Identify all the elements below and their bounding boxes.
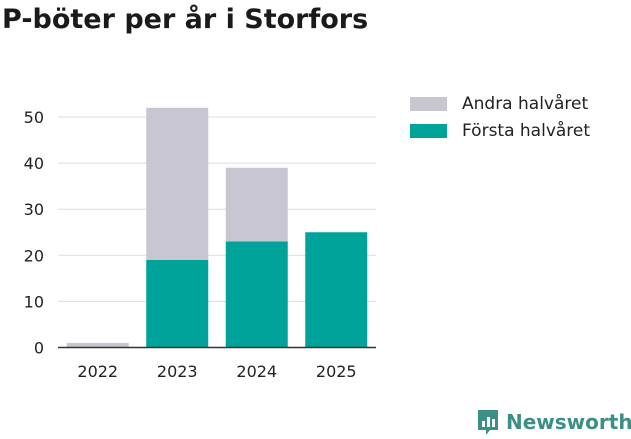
legend-swatch-andra — [410, 96, 447, 111]
legend-item-andra: Andra halvåret — [410, 90, 590, 117]
bar-forsta-2023 — [146, 259, 209, 348]
bar-andra-2022 — [66, 342, 129, 348]
legend-swatch-forsta — [410, 123, 447, 138]
y-tick-label: 10 — [24, 292, 44, 311]
legend-label-forsta: Första halvåret — [462, 120, 591, 141]
brand-name: Newsworthy — [506, 410, 631, 434]
bar-andra-2024 — [225, 167, 288, 242]
x-tick-label: 2025 — [316, 362, 357, 381]
y-tick-label: 0 — [34, 339, 44, 358]
y-tick-label: 40 — [24, 154, 44, 173]
bar-andra-2023 — [146, 107, 209, 260]
legend: Andra halvåret Första halvåret — [410, 90, 590, 144]
x-tick-label: 2024 — [236, 362, 277, 381]
legend-label-andra: Andra halvåret — [462, 93, 589, 114]
y-tick-label: 30 — [24, 200, 44, 219]
chart-title: P-böter per år i Storfors — [2, 4, 369, 35]
bar-forsta-2024 — [225, 241, 288, 348]
bar-forsta-2025 — [305, 232, 368, 348]
x-tick-label: 2022 — [77, 362, 118, 381]
newsworthy-logo-icon — [478, 410, 498, 435]
x-tick-label: 2023 — [157, 362, 198, 381]
brand: Newsworthy — [476, 408, 631, 436]
legend-item-forsta: Första halvåret — [410, 117, 590, 144]
y-tick-label: 20 — [24, 246, 44, 265]
y-tick-label: 50 — [24, 108, 44, 127]
